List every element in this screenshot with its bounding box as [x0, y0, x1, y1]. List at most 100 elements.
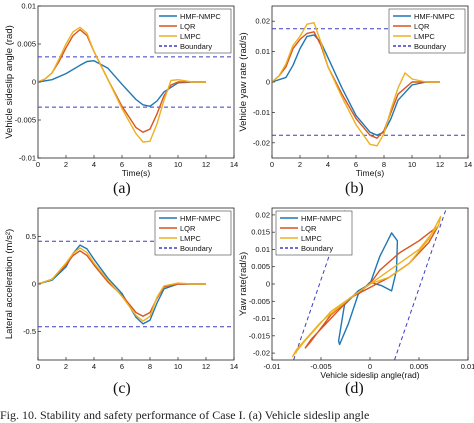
series-line-d-lqr: [304, 226, 439, 349]
legend-label-a: LQR: [180, 22, 196, 31]
x-tick-label-c: 0: [36, 362, 40, 371]
x-tick-label-c: 6: [120, 362, 124, 371]
legend-box-c: [154, 210, 232, 256]
panel-label-a: (a): [113, 180, 131, 197]
x-tick-label-d: -0.01: [263, 362, 280, 371]
legend-label-d: HMF-NMPC: [301, 214, 342, 223]
x-tick-label-b: 12: [436, 160, 444, 169]
panel-label-b: (b): [345, 180, 364, 197]
x-tick-label-c: 4: [92, 362, 96, 371]
y-axis-label-b: Vehicle yaw rate (rad/s): [238, 32, 249, 131]
y-tick-label-d: 0.005: [251, 262, 270, 271]
y-axis-label-c: Lateral acceleration (m/s²): [4, 229, 15, 339]
data-layer-a: [38, 26, 234, 143]
y-tick-label-b: 0.01: [255, 47, 270, 56]
x-tick-label-a: 0: [36, 160, 40, 169]
x-axis-label-d: Vehicle sideslip angle(rad): [320, 370, 419, 380]
y-tick-label-a: -0.005: [15, 116, 36, 125]
legend-label-d: LMPC: [301, 234, 322, 243]
y-tick-label-d: -0.015: [249, 331, 270, 340]
x-tick-label-a: 4: [92, 160, 96, 169]
x-axis-label-b: Time(s): [356, 168, 385, 178]
x-tick-label-a: 6: [120, 160, 124, 169]
legend-label-a: HMF-NMPC: [180, 12, 221, 21]
data-layer-d: [291, 208, 447, 360]
legend-label-c: LQR: [180, 224, 196, 233]
series-line-a-hmfnmpc: [38, 60, 206, 107]
legend-box-a: [154, 8, 232, 54]
y-tick-label-c: 0: [32, 280, 36, 289]
x-tick-label-b: 4: [326, 160, 330, 169]
chart-b: 0 2 4 6 8 10 12 14 -0.02 -0.01 0 0.01 0.02 Time(s) Veh…: [238, 5, 472, 178]
y-tick-label-a: 0.005: [17, 40, 36, 49]
y-tick-label-d: 0.01: [255, 245, 270, 254]
y-tick-label-a: -0.01: [19, 154, 36, 163]
y-tick-label-d: -0.005: [249, 297, 270, 306]
series-line-b-lmpc: [272, 22, 440, 147]
y-axis-label-d: Yaw rate(rad/s): [238, 252, 249, 316]
x-tick-label-a: 12: [202, 160, 210, 169]
x-tick-label-a: 2: [64, 160, 68, 169]
x-tick-label-b: 14: [464, 160, 472, 169]
legend-label-a: Boundary: [180, 42, 212, 51]
x-tick-label-b: 6: [354, 160, 358, 169]
y-tick-label-d: 0.015: [251, 228, 270, 237]
x-tick-label-b: 8: [382, 160, 386, 169]
x-tick-label-a: 10: [174, 160, 182, 169]
y-tick-label-c: 0.5: [26, 232, 36, 241]
series-line-d-lmpc: [291, 215, 442, 358]
chart-d: -0.01 -0.005 0 0.005 0.01 -0.02 -0.015 -0.01 -0.…: [238, 207, 474, 380]
legend-label-b: LQR: [414, 22, 430, 31]
legend-label-d: LQR: [301, 224, 317, 233]
y-tick-label-a: 0.01: [21, 2, 36, 11]
x-tick-label-b: 10: [408, 160, 416, 169]
x-axis-label-a: Time(s): [122, 168, 151, 178]
x-tick-label-c: 8: [148, 362, 152, 371]
legend-label-d: Boundary: [301, 244, 333, 253]
legend-label-b: HMF-NMPC: [414, 12, 455, 21]
panel-label-d: (d): [345, 380, 364, 397]
legend-label-a: LMPC: [180, 32, 201, 41]
x-tick-label-b: 2: [298, 160, 302, 169]
x-tick-label-c: 14: [230, 362, 238, 371]
series-line-c-lmpc: [38, 247, 206, 322]
y-tick-label-a: 0: [32, 78, 36, 87]
figure-caption: Fig. 10. Stability and safety performanc…: [0, 408, 370, 422]
y-axis-label-a: Vehicle sideslip angle (rad): [4, 25, 15, 139]
y-tick-label-d: 0.02: [255, 210, 270, 219]
y-tick-label-c: -0.5: [23, 327, 36, 336]
y-tick-label-d: -0.02: [253, 349, 270, 358]
series-line-d-hmfnmpc: [337, 232, 399, 346]
data-layer-b: [272, 22, 468, 147]
x-tick-label-c: 2: [64, 362, 68, 371]
chart-c: 0 2 4 6 8 10 12 14 -0.5 0 0.5 Lateral acceleration …: [4, 207, 238, 371]
legend-label-c: LMPC: [180, 234, 201, 243]
x-tick-label-a: 14: [230, 160, 238, 169]
y-tick-label-b: 0.02: [255, 17, 270, 26]
x-tick-label-c: 10: [174, 362, 182, 371]
legend-label-c: HMF-NMPC: [180, 214, 221, 223]
series-line-a-lmpc: [38, 26, 206, 143]
legend-label-b: Boundary: [414, 42, 446, 51]
legend-label-b: LMPC: [414, 32, 435, 41]
x-tick-label-d: 0.005: [410, 362, 429, 371]
y-tick-label-d: 0: [266, 280, 270, 289]
y-tick-label-d: -0.01: [253, 314, 270, 323]
series-line-b-hmfnmpc: [272, 34, 440, 136]
y-tick-label-b: 0: [266, 78, 270, 87]
y-tick-label-b: -0.01: [253, 108, 270, 117]
legend-label-c: Boundary: [180, 244, 212, 253]
series-line-b-lqr: [272, 31, 440, 139]
x-tick-label-d: -0.005: [310, 362, 331, 371]
x-tick-label-a: 8: [148, 160, 152, 169]
x-tick-label-c: 12: [202, 362, 210, 371]
x-tick-label-d: 0: [368, 362, 372, 371]
panel-label-c: (c): [113, 380, 131, 397]
x-tick-label-b: 0: [270, 160, 274, 169]
y-tick-label-b: -0.02: [253, 138, 270, 147]
x-tick-label-d: 0.01: [461, 362, 474, 371]
